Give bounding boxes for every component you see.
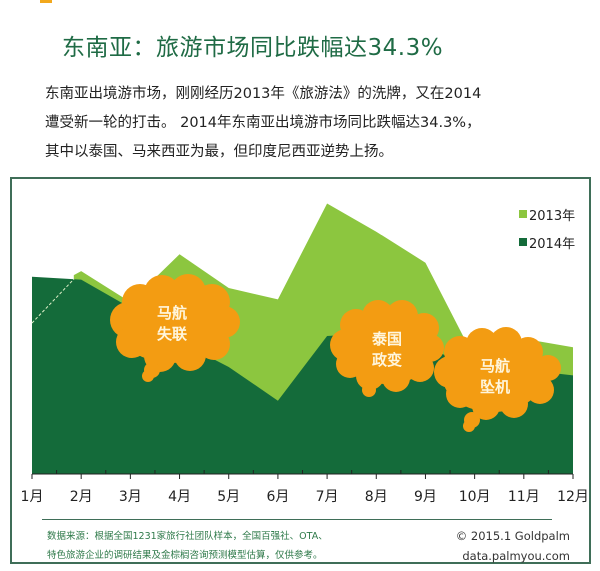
- annotation-line: 坠机: [479, 378, 510, 396]
- dashed-guide-line: [31, 278, 75, 324]
- x-axis-label: 9月: [413, 489, 437, 505]
- annotation-text-mh-crash: 马航 坠机: [473, 356, 517, 398]
- x-axis-label: 2月: [69, 489, 93, 505]
- legend-swatch-2013: [519, 210, 527, 218]
- credit: © 2015.1 Goldpalm data.palmyou.com: [456, 526, 570, 566]
- legend-swatch-2014: [519, 238, 527, 246]
- x-axis-label: 6月: [266, 489, 290, 505]
- legend-label: 2014年: [529, 236, 576, 252]
- annotation-line: 泰国: [371, 330, 402, 348]
- x-axis-label: 11月: [507, 489, 540, 505]
- chart-frame: [10, 177, 591, 564]
- copyright-text: © 2015.1 Goldpalm: [455, 529, 570, 543]
- x-axis-ticks: [31, 470, 574, 479]
- legend: 2013年 2014年: [519, 200, 575, 256]
- website-link[interactable]: data.palmyou.com: [462, 549, 570, 563]
- annotation-line: 政变: [371, 351, 402, 369]
- source-line: 数据来源：根据全国1231家旅行社团队样本，全国百强社、OTA、: [47, 531, 328, 542]
- area-series-2014: [32, 276, 573, 474]
- annotation-clouds: [110, 274, 561, 432]
- description: 东南亚出境游市场，刚刚经历2013年《旅游法》的洗牌，又在2014 遭受新一轮的…: [45, 80, 585, 167]
- x-axis-label: 12月: [557, 489, 589, 505]
- x-axis-label: 5月: [217, 489, 241, 505]
- x-axis-label: 10月: [458, 489, 491, 505]
- chart-areas: [32, 203, 574, 474]
- annotation-text-thai-coup: 泰国 政变: [365, 329, 409, 371]
- description-line: 东南亚出境游市场，刚刚经历2013年《旅游法》的洗牌，又在2014: [45, 86, 482, 102]
- annotation-line: 马航: [156, 304, 187, 322]
- description-line: 其中以泰国、马来西亚为最，但印度尼西亚逆势上扬。: [45, 144, 393, 160]
- legend-item-2014: 2014年: [519, 228, 575, 256]
- annotation-cloud-mh-crash: [434, 327, 561, 432]
- legend-item-2013: 2013年: [519, 200, 575, 228]
- page-title: 东南亚：旅游市场同比跌幅达34.3%: [62, 35, 444, 61]
- data-source-note: 数据来源：根据全国1231家旅行社团队样本，全国百强社、OTA、 特色旅游企业的…: [47, 527, 328, 565]
- accent-dash: [40, 0, 52, 3]
- annotation-line: 失联: [156, 325, 187, 343]
- annotation-cloud-thai-coup: [330, 300, 444, 397]
- description-line: 遭受新一轮的打击。 2014年东南亚出境游市场同比跌幅达34.3%，: [45, 115, 481, 131]
- x-axis-label: 7月: [315, 489, 339, 505]
- x-axis-label: 8月: [364, 489, 388, 505]
- x-axis-label: 4月: [168, 489, 191, 505]
- footer-divider: [42, 519, 552, 520]
- x-axis-label: 1月: [20, 489, 44, 505]
- x-axis-label: 3月: [118, 489, 142, 505]
- source-line: 特色旅游企业的调研结果及金棕榈咨询预测模型估算，仅供参考。: [47, 550, 323, 561]
- annotation-line: 马航: [479, 357, 510, 375]
- annotation-cloud-mh-missing: [110, 274, 240, 382]
- legend-label: 2013年: [529, 208, 576, 224]
- annotation-text-mh-missing: 马航 失联: [150, 303, 194, 345]
